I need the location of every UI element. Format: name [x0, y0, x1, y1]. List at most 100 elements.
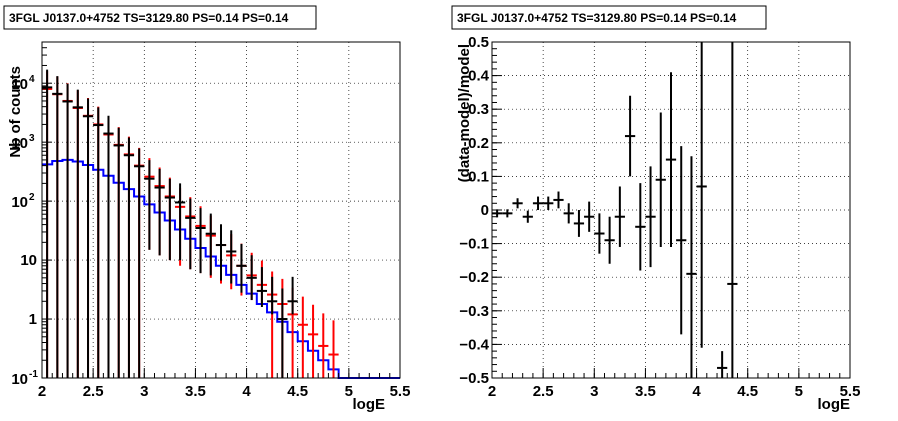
data-point — [502, 209, 513, 218]
data-point — [635, 183, 646, 271]
data-point — [717, 351, 728, 378]
y-tick-base: 10 — [11, 135, 28, 152]
data-point — [696, 42, 707, 348]
data-point — [614, 186, 625, 247]
x-tick-label: 3 — [590, 383, 598, 400]
left-title: 3FGL J0137.0+4752 TS=3129.80 PS=0.14 PS=… — [9, 11, 289, 25]
x-tick-label: 5.5 — [840, 383, 861, 400]
x-tick-label: 2 — [488, 383, 496, 400]
data-point — [72, 89, 83, 378]
data-point — [594, 213, 605, 254]
right-x-axis-label: logE — [818, 396, 851, 413]
data-point — [164, 178, 175, 261]
data-point — [686, 156, 697, 378]
y-tick-label: −0.3 — [459, 303, 489, 320]
y-tick-label: 10 4 — [11, 74, 35, 93]
y-tick-exponent: 3 — [29, 133, 35, 144]
y-tick-label: −0.2 — [459, 269, 489, 286]
data-point — [134, 148, 145, 378]
data-point — [174, 183, 186, 261]
data-point — [645, 166, 656, 268]
data-point — [195, 208, 206, 274]
data-point — [236, 243, 247, 293]
x-tick-label: 3 — [140, 383, 148, 400]
y-tick-label: 0.5 — [468, 34, 489, 51]
data-point — [553, 191, 564, 209]
x-tick-label: 5 — [345, 383, 353, 400]
y-tick-label: −0.4 — [459, 336, 489, 353]
data-point — [144, 160, 155, 250]
y-tick-base: 10 — [11, 194, 28, 211]
right-ticks: 2 2.5 3 3.5 4 4.5 5 5.5 −0.5 −0.4 −0.3 −0.2 −0.1 0 0.1… — [459, 34, 860, 400]
data-point — [287, 276, 298, 315]
y-tick-label: −0.1 — [459, 236, 489, 253]
data-point — [123, 137, 135, 378]
data-point — [512, 198, 523, 209]
left-plot-frame — [41, 41, 401, 379]
data-point — [655, 112, 666, 247]
data-point — [256, 267, 268, 308]
x-tick-label: 3.5 — [635, 383, 656, 400]
left-x-axis-label: logE — [353, 396, 386, 413]
data-point — [563, 203, 574, 224]
x-tick-label: 2 — [38, 383, 46, 400]
data-point — [205, 213, 216, 276]
y-tick-exponent: 4 — [29, 74, 35, 85]
right-series — [492, 42, 738, 378]
x-tick-label: 4 — [242, 383, 251, 400]
y-tick-exponent: 2 — [29, 192, 35, 203]
data-point — [492, 209, 503, 218]
x-tick-label: 5.5 — [390, 383, 411, 400]
x-tick-label: 5 — [795, 383, 803, 400]
data-point — [727, 42, 738, 378]
data-point — [307, 304, 319, 378]
y-tick-label: −0.5 — [459, 370, 489, 387]
x-tick-label: 4 — [692, 383, 701, 400]
data-point — [82, 98, 94, 378]
data-point — [676, 146, 687, 335]
data-point — [52, 76, 63, 378]
y-tick-label: 10 -1 — [11, 369, 38, 388]
data-point — [215, 224, 227, 281]
data-point — [522, 210, 533, 223]
y-tick-label: 0.4 — [468, 68, 490, 85]
y-tick-label: 0.3 — [468, 101, 489, 118]
y-tick-base: 10 — [11, 76, 28, 93]
data-point — [584, 201, 595, 232]
y-tick-label: 0.2 — [468, 135, 489, 152]
data-point — [103, 115, 114, 378]
x-tick-label: 4.5 — [737, 383, 758, 400]
data-point — [543, 196, 554, 210]
x-tick-label: 2.5 — [533, 383, 554, 400]
y-tick-label: 0.1 — [468, 168, 489, 185]
left-grid — [42, 42, 400, 378]
x-tick-label: 2.5 — [83, 383, 104, 400]
data-point — [154, 168, 165, 256]
right-title-box — [451, 5, 767, 30]
data-point — [62, 83, 73, 378]
y-tick-label: 1 — [29, 311, 37, 328]
left-title-box — [3, 5, 317, 30]
right-grid — [492, 42, 850, 378]
data-point — [267, 276, 278, 315]
data-point — [226, 230, 237, 284]
y-tick-label: 10 3 — [11, 133, 35, 152]
y-tick-exponent: -1 — [29, 369, 38, 380]
data-point — [42, 69, 53, 378]
y-tick-label: 10 2 — [11, 192, 35, 211]
data-point — [277, 288, 288, 378]
data-point — [318, 313, 329, 378]
left-y-axis-label: Nb of counts — [7, 66, 24, 158]
data-point — [113, 127, 124, 378]
right-title: 3FGL J0137.0+4752 TS=3129.80 PS=0.14 PS=… — [457, 11, 737, 25]
data-point — [328, 320, 339, 378]
model-histogram-line — [42, 158, 400, 379]
data-point — [532, 196, 544, 210]
y-tick-label: 10 — [20, 252, 37, 269]
right-y-axis-label: (data-model)/model — [456, 44, 473, 182]
data-point — [573, 210, 585, 237]
x-tick-label: 3.5 — [185, 383, 206, 400]
data-point — [297, 296, 308, 378]
